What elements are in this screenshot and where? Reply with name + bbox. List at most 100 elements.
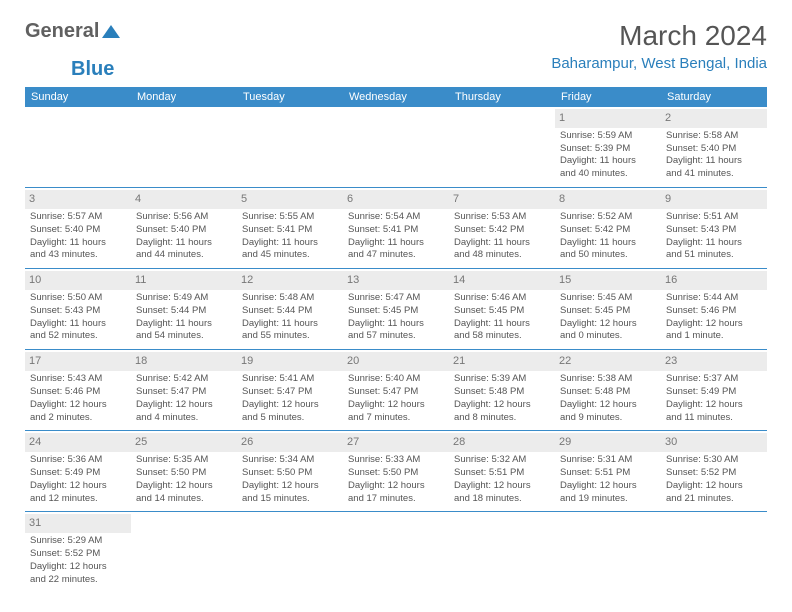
sunset-text: Sunset: 5:40 PM: [30, 224, 126, 237]
sunrise-text: Sunrise: 5:57 AM: [30, 211, 126, 224]
day2-text: and 54 minutes.: [136, 330, 232, 343]
sunset-text: Sunset: 5:45 PM: [560, 305, 656, 318]
empty-cell: [131, 107, 237, 188]
sunset-text: Sunset: 5:50 PM: [348, 467, 444, 480]
day1-text: Daylight: 11 hours: [136, 318, 232, 331]
day1-text: Daylight: 11 hours: [348, 318, 444, 331]
day-cell: 13Sunrise: 5:47 AMSunset: 5:45 PMDayligh…: [343, 269, 449, 350]
day-cell: 29Sunrise: 5:31 AMSunset: 5:51 PMDayligh…: [555, 431, 661, 512]
day-number: 4: [131, 190, 237, 209]
sunset-text: Sunset: 5:49 PM: [666, 386, 762, 399]
sunrise-text: Sunrise: 5:33 AM: [348, 454, 444, 467]
empty-cell: [131, 512, 237, 593]
logo-triangle-icon: [102, 25, 120, 38]
empty-cell: [661, 512, 767, 593]
sunrise-text: Sunrise: 5:56 AM: [136, 211, 232, 224]
day-number: 24: [25, 433, 131, 452]
day1-text: Daylight: 11 hours: [30, 318, 126, 331]
sunrise-text: Sunrise: 5:53 AM: [454, 211, 550, 224]
sunrise-text: Sunrise: 5:39 AM: [454, 373, 550, 386]
weekday-header-row: SundayMondayTuesdayWednesdayThursdayFrid…: [25, 87, 767, 107]
sunset-text: Sunset: 5:51 PM: [560, 467, 656, 480]
day2-text: and 1 minute.: [666, 330, 762, 343]
day1-text: Daylight: 12 hours: [136, 480, 232, 493]
day-number: 15: [555, 271, 661, 290]
day2-text: and 40 minutes.: [560, 168, 656, 181]
day-cell: 31Sunrise: 5:29 AMSunset: 5:52 PMDayligh…: [25, 512, 131, 593]
day-number: 31: [25, 514, 131, 533]
day-cell: 27Sunrise: 5:33 AMSunset: 5:50 PMDayligh…: [343, 431, 449, 512]
sunrise-text: Sunrise: 5:38 AM: [560, 373, 656, 386]
weekday-tuesday: Tuesday: [237, 87, 343, 107]
day2-text: and 15 minutes.: [242, 493, 338, 506]
empty-cell: [555, 512, 661, 593]
sunset-text: Sunset: 5:42 PM: [454, 224, 550, 237]
sunset-text: Sunset: 5:43 PM: [666, 224, 762, 237]
day1-text: Daylight: 12 hours: [560, 318, 656, 331]
day1-text: Daylight: 12 hours: [30, 480, 126, 493]
day-cell: 16Sunrise: 5:44 AMSunset: 5:46 PMDayligh…: [661, 269, 767, 350]
day-cell: 26Sunrise: 5:34 AMSunset: 5:50 PMDayligh…: [237, 431, 343, 512]
location-label: Baharampur, West Bengal, India: [551, 55, 767, 72]
day-number: 25: [131, 433, 237, 452]
day1-text: Daylight: 12 hours: [348, 480, 444, 493]
day-number: 9: [661, 190, 767, 209]
day1-text: Daylight: 11 hours: [666, 155, 762, 168]
sunrise-text: Sunrise: 5:59 AM: [560, 130, 656, 143]
sunset-text: Sunset: 5:48 PM: [454, 386, 550, 399]
day2-text: and 11 minutes.: [666, 412, 762, 425]
sunset-text: Sunset: 5:41 PM: [242, 224, 338, 237]
day1-text: Daylight: 12 hours: [666, 318, 762, 331]
day1-text: Daylight: 12 hours: [242, 399, 338, 412]
sunset-text: Sunset: 5:45 PM: [454, 305, 550, 318]
empty-cell: [449, 107, 555, 188]
sunset-text: Sunset: 5:44 PM: [136, 305, 232, 318]
day2-text: and 57 minutes.: [348, 330, 444, 343]
sunset-text: Sunset: 5:47 PM: [348, 386, 444, 399]
sunrise-text: Sunrise: 5:52 AM: [560, 211, 656, 224]
empty-cell: [25, 107, 131, 188]
day1-text: Daylight: 11 hours: [242, 318, 338, 331]
day-number: 17: [25, 352, 131, 371]
sunrise-text: Sunrise: 5:54 AM: [348, 211, 444, 224]
week-row: 31Sunrise: 5:29 AMSunset: 5:52 PMDayligh…: [25, 512, 767, 593]
day-cell: 22Sunrise: 5:38 AMSunset: 5:48 PMDayligh…: [555, 350, 661, 431]
day2-text: and 14 minutes.: [136, 493, 232, 506]
sunset-text: Sunset: 5:40 PM: [136, 224, 232, 237]
day2-text: and 51 minutes.: [666, 249, 762, 262]
day-number: 19: [237, 352, 343, 371]
day-number: 8: [555, 190, 661, 209]
day-cell: 23Sunrise: 5:37 AMSunset: 5:49 PMDayligh…: [661, 350, 767, 431]
day-cell: 18Sunrise: 5:42 AMSunset: 5:47 PMDayligh…: [131, 350, 237, 431]
empty-cell: [343, 512, 449, 593]
day1-text: Daylight: 12 hours: [666, 480, 762, 493]
day1-text: Daylight: 11 hours: [560, 237, 656, 250]
weekday-monday: Monday: [131, 87, 237, 107]
day1-text: Daylight: 11 hours: [454, 318, 550, 331]
day-cell: 5Sunrise: 5:55 AMSunset: 5:41 PMDaylight…: [237, 188, 343, 269]
sunset-text: Sunset: 5:39 PM: [560, 143, 656, 156]
sunset-text: Sunset: 5:42 PM: [560, 224, 656, 237]
day-cell: 17Sunrise: 5:43 AMSunset: 5:46 PMDayligh…: [25, 350, 131, 431]
day-number: 29: [555, 433, 661, 452]
day-cell: 25Sunrise: 5:35 AMSunset: 5:50 PMDayligh…: [131, 431, 237, 512]
sunrise-text: Sunrise: 5:37 AM: [666, 373, 762, 386]
empty-cell: [237, 107, 343, 188]
day2-text: and 8 minutes.: [454, 412, 550, 425]
day1-text: Daylight: 11 hours: [454, 237, 550, 250]
week-row: 24Sunrise: 5:36 AMSunset: 5:49 PMDayligh…: [25, 431, 767, 512]
sunrise-text: Sunrise: 5:32 AM: [454, 454, 550, 467]
day2-text: and 21 minutes.: [666, 493, 762, 506]
logo-text2: Blue: [71, 58, 114, 80]
sunset-text: Sunset: 5:50 PM: [136, 467, 232, 480]
sunrise-text: Sunrise: 5:45 AM: [560, 292, 656, 305]
day-number: 10: [25, 271, 131, 290]
title-block: March 2024 Baharampur, West Bengal, Indi…: [551, 20, 767, 72]
sunrise-text: Sunrise: 5:49 AM: [136, 292, 232, 305]
sunset-text: Sunset: 5:52 PM: [30, 548, 126, 561]
day2-text: and 22 minutes.: [30, 574, 126, 587]
sunrise-text: Sunrise: 5:36 AM: [30, 454, 126, 467]
day-cell: 30Sunrise: 5:30 AMSunset: 5:52 PMDayligh…: [661, 431, 767, 512]
sunset-text: Sunset: 5:50 PM: [242, 467, 338, 480]
sunset-text: Sunset: 5:49 PM: [30, 467, 126, 480]
